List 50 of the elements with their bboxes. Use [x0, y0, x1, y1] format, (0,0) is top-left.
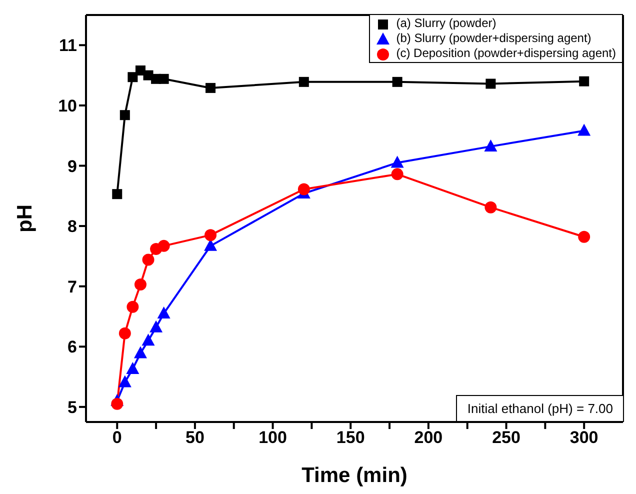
- point: [158, 74, 169, 84]
- y-axis-title: pH: [13, 204, 36, 232]
- legend-label: (c) Deposition (powder+dispersing agent): [395, 46, 616, 61]
- point: [579, 76, 590, 86]
- y-tick-label: 6: [68, 338, 77, 357]
- point: [391, 168, 404, 180]
- point: [118, 375, 132, 388]
- point: [157, 306, 170, 318]
- x-tick-label: 150: [336, 428, 365, 448]
- legend-label: (a) Slurry (powder): [395, 16, 498, 31]
- point: [578, 230, 590, 243]
- y-tick-label: 8: [68, 217, 77, 236]
- x-tick-label: 0: [112, 428, 122, 448]
- point: [578, 124, 591, 136]
- point: [484, 139, 498, 152]
- point: [111, 398, 124, 410]
- point: [142, 254, 154, 266]
- point: [128, 72, 138, 82]
- point: [134, 346, 147, 358]
- point: [142, 334, 155, 346]
- annotation: Initial ethanol (pH) = 7.00: [456, 394, 623, 420]
- point: [484, 201, 497, 214]
- x-tick-label: 300: [570, 428, 598, 448]
- point: [158, 240, 170, 252]
- x-axis-title: Time (min): [302, 464, 408, 487]
- x-tick-label: 200: [414, 428, 443, 448]
- y-tick-label: 9: [68, 156, 77, 176]
- y-tick-label: 5: [68, 398, 77, 417]
- point: [390, 156, 404, 168]
- point: [204, 229, 217, 242]
- point: [118, 327, 131, 340]
- point: [206, 82, 216, 93]
- x-tick-label: 100: [258, 428, 287, 448]
- point: [486, 78, 496, 89]
- x-tick-label: 250: [492, 428, 520, 448]
- point: [120, 110, 130, 120]
- point: [298, 76, 309, 87]
- y-tick-label: 11: [59, 36, 77, 56]
- point: [150, 320, 163, 332]
- y-tick-label: 7: [68, 277, 77, 296]
- point: [298, 183, 310, 196]
- point: [135, 65, 146, 76]
- point: [112, 189, 122, 200]
- point: [392, 76, 402, 87]
- y-tick-label: 10: [58, 96, 77, 116]
- point: [134, 278, 146, 291]
- point: [126, 300, 139, 313]
- point: [126, 362, 140, 374]
- legend-label: (b) Slurry (powder+dispersing agent): [395, 31, 592, 46]
- x-tick-label: 50: [185, 428, 204, 448]
